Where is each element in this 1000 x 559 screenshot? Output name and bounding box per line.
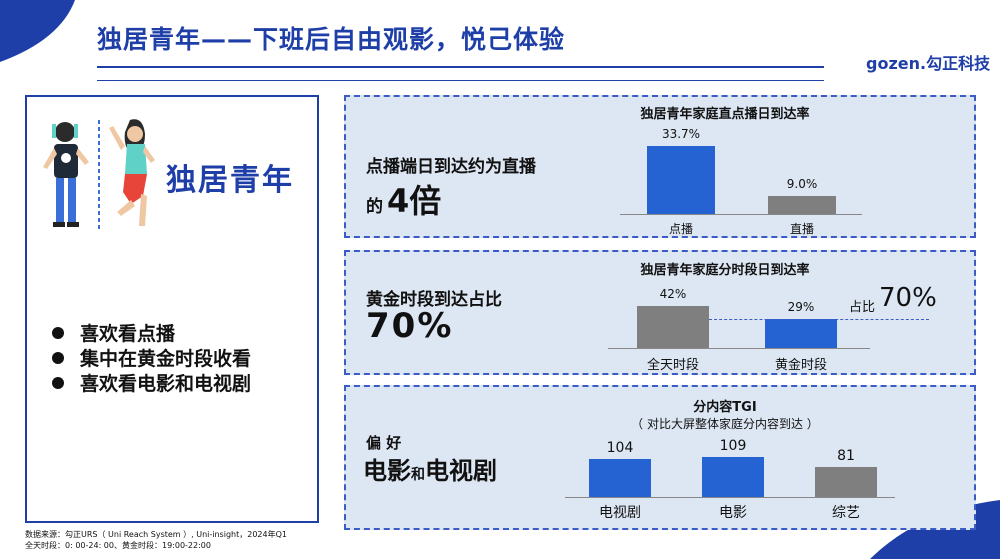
x-axis: [565, 497, 895, 498]
list-item: 集中在黄金时段收看: [52, 345, 251, 370]
chart-title: 独居青年家庭分时段日到达率: [640, 263, 810, 278]
list-item: 喜欢看电影和电视剧: [52, 370, 251, 395]
source-line: 数据来源：勾正URS（ Uni Reach System ）, Uni-insi…: [25, 530, 287, 539]
data-source-note: 数据来源：勾正URS（ Uni Reach System ）, Uni-insi…: [25, 529, 287, 551]
share-value: 70%: [879, 283, 937, 313]
bullet-icon: [52, 351, 64, 364]
trait-text: 集中在黄金时段收看: [80, 348, 252, 370]
title-underline-thin: [97, 80, 824, 81]
bar-tv-series: [589, 458, 651, 497]
trait-text: 喜欢看点播: [80, 323, 176, 345]
corner-decoration-top-left: [0, 0, 75, 62]
persona-traits-list: 喜欢看点播 集中在黄金时段收看 喜欢看电影和电视剧: [52, 320, 251, 395]
chart-title: 分内容TGI: [693, 400, 757, 415]
bar-variety: [815, 467, 877, 497]
genre-preference: 电影和电视剧: [363, 451, 497, 486]
content-tgi-card: [344, 385, 976, 530]
persona-label: 独居青年: [166, 163, 294, 198]
tick-label: 全天时段: [646, 358, 699, 373]
tick-label: 综艺: [832, 505, 860, 521]
data-label: 33.7%: [661, 127, 701, 141]
chart-title: 独居青年家庭直点播日到达率: [640, 107, 810, 122]
x-axis: [620, 214, 862, 215]
vod-headline: 点播端日到达约为直播: [366, 157, 536, 177]
genre-tv: 电视剧: [425, 457, 497, 485]
data-label: 29%: [787, 300, 815, 314]
trait-text: 喜欢看电影和电视剧: [80, 373, 252, 395]
time-slot-note: 全天时段：0: 00-24: 00、黄金时段：19:00-22:00: [25, 541, 211, 550]
vod-multiple: 4倍: [387, 182, 442, 220]
page-number: 18: [902, 540, 915, 551]
bar-all-day: [637, 306, 709, 348]
bullet-icon: [52, 376, 64, 389]
prime-headline: 黄金时段到达占比: [366, 290, 502, 310]
list-item: 喜欢看点播: [52, 320, 251, 345]
prime-share-big: 70%: [366, 306, 454, 346]
bar-live: [768, 195, 836, 214]
vod-headline-prefix: 的: [366, 197, 383, 217]
data-label: 104: [606, 439, 634, 456]
x-axis: [608, 348, 870, 349]
young-people-illustration-icon: [43, 119, 155, 232]
bar-movie: [702, 457, 764, 497]
share-prefix: 占比: [849, 300, 876, 315]
genre-and: 和: [411, 467, 425, 483]
genre-headline: 偏 好: [366, 434, 402, 452]
genre-movie: 电影: [363, 457, 411, 485]
bar-prime-time: [765, 319, 837, 348]
tick-label: 直播: [789, 222, 814, 236]
chart-subtitle: （ 对比大屏整体家庭分内容到达 ）: [631, 417, 819, 431]
share-guide-line: [709, 319, 929, 320]
tick-label: 电影: [719, 505, 747, 521]
title-underline: [97, 66, 824, 68]
tick-label: 点播: [668, 222, 693, 236]
bullet-icon: [52, 326, 64, 339]
bar-vod: [647, 146, 715, 214]
data-label: 42%: [659, 287, 687, 301]
data-label: 9.0%: [786, 176, 818, 191]
data-label: 109: [719, 438, 747, 454]
data-label: 81: [837, 448, 855, 465]
page-title: 独居青年——下班后自由观影，悦己体验: [97, 25, 566, 54]
tick-label: 电视剧: [599, 505, 641, 521]
tick-label: 黄金时段: [774, 358, 827, 373]
brand-logo: gozen.勾正科技: [866, 54, 991, 73]
persona-panel: [25, 95, 319, 523]
